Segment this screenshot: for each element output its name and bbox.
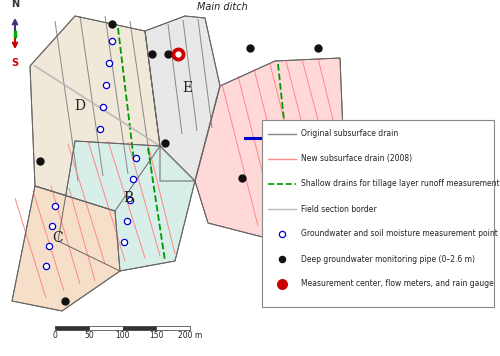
Text: B: B (123, 191, 133, 205)
Polygon shape (58, 141, 195, 271)
Text: E: E (182, 81, 192, 95)
Text: D: D (74, 99, 86, 113)
Bar (89, 326, 122, 330)
Polygon shape (145, 16, 220, 181)
Text: Original subsurface drain: Original subsurface drain (301, 130, 398, 138)
Text: New subsurface drain (2008): New subsurface drain (2008) (301, 155, 412, 163)
Bar (122, 326, 156, 330)
Text: 150: 150 (149, 331, 164, 340)
Text: 0: 0 (52, 331, 58, 340)
Text: Field section border: Field section border (301, 204, 376, 214)
Bar (156, 326, 190, 330)
Text: S: S (12, 58, 18, 68)
Text: Shallow drains for tillage layer runoff measurements: Shallow drains for tillage layer runoff … (301, 179, 500, 188)
Text: N: N (11, 0, 19, 9)
Text: A: A (278, 149, 288, 163)
FancyBboxPatch shape (262, 120, 494, 307)
Text: Groundwater and soil moisture measurement point: Groundwater and soil moisture measuremen… (301, 230, 498, 239)
Polygon shape (12, 186, 120, 311)
Text: 100: 100 (115, 331, 130, 340)
Text: Main ditch: Main ditch (197, 2, 248, 12)
Polygon shape (30, 16, 160, 211)
Text: 50: 50 (84, 331, 94, 340)
Text: C: C (52, 231, 64, 245)
Bar (55, 326, 89, 330)
Polygon shape (195, 58, 345, 241)
Text: Deep groundwater monitoring pipe (0–2.6 m): Deep groundwater monitoring pipe (0–2.6 … (301, 255, 475, 263)
Text: 200 m: 200 m (178, 331, 202, 340)
Text: Measurement center, flow meters, and rain gauge: Measurement center, flow meters, and rai… (301, 279, 494, 288)
